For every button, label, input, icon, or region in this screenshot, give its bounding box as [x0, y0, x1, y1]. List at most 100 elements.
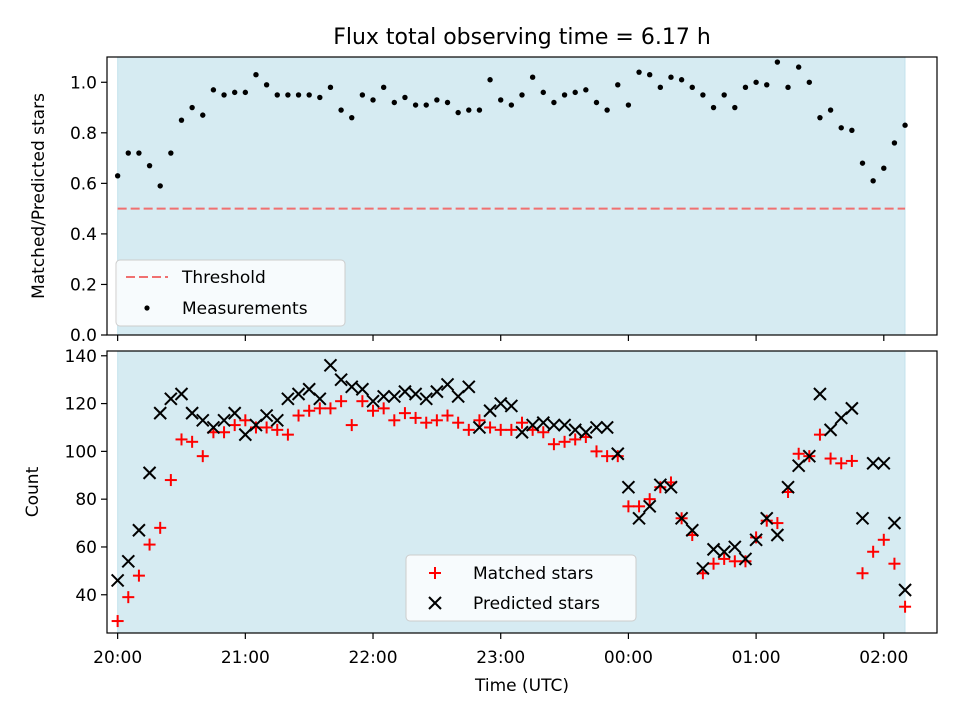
- predicted-star-point: [621, 480, 636, 494]
- predicted-star-point: [238, 427, 253, 442]
- matched-star-point: [654, 481, 667, 494]
- predicted-star-point: [153, 406, 167, 420]
- matched-star-point: [899, 600, 912, 613]
- measurement-point: [295, 92, 302, 98]
- measurement-point: [444, 99, 451, 106]
- measurement-point: [498, 97, 504, 103]
- predicted-star-point: [451, 389, 465, 404]
- predicted-star-point: [760, 511, 774, 525]
- measurement-point: [583, 87, 589, 93]
- matched-star-point: [856, 567, 869, 580]
- matched-star-point: [505, 423, 518, 436]
- predicted-star-point: [483, 404, 497, 418]
- matched-star-point: [239, 414, 252, 427]
- matched-star-point: [845, 454, 858, 467]
- predicted-star-point: [781, 480, 795, 494]
- measurement-point: [785, 84, 791, 91]
- bottom-legend: Matched stars Predicted stars: [405, 554, 637, 622]
- measurement-point: [689, 84, 695, 91]
- measurement-point: [221, 92, 227, 98]
- measurement-point: [795, 64, 802, 70]
- predicted-star-point: [823, 423, 838, 437]
- measurement-point: [572, 89, 578, 96]
- measurement-point: [263, 82, 270, 88]
- x-tick-label: 01:00: [732, 648, 781, 668]
- measurement-point: [434, 97, 440, 103]
- measurement-point: [870, 178, 876, 184]
- measurement-point: [114, 173, 121, 179]
- bottom-axes-frame: [106, 350, 938, 634]
- predicted-star-point: [185, 406, 199, 420]
- matched-star-point: [643, 493, 656, 506]
- x-tick-label: 00:00: [604, 648, 653, 668]
- legend-measurement-swatch: [144, 305, 150, 311]
- measurement-point: [146, 162, 153, 169]
- matched-star-point: [324, 402, 337, 415]
- matched-star-point: [281, 428, 294, 441]
- matched-star-point: [441, 409, 454, 422]
- measurement-point: [200, 112, 206, 118]
- measurement-point: [317, 94, 323, 101]
- measurement-point: [306, 92, 312, 98]
- measurement-point: [753, 79, 759, 85]
- predicted-star-point: [717, 545, 731, 559]
- measurement-point: [412, 102, 419, 108]
- matched-star-point: [601, 450, 614, 463]
- matched-star-point: [760, 514, 773, 527]
- measurement-point: [668, 74, 674, 80]
- matched-star-point: [867, 545, 880, 558]
- predicted-star-point: [632, 511, 646, 525]
- matched-star-point: [462, 423, 475, 436]
- matched-star-point: [303, 404, 316, 417]
- predicted-star-point: [855, 511, 870, 525]
- matched-star-point: [271, 423, 284, 436]
- predicted-star-point: [345, 380, 359, 394]
- measurement-point: [231, 89, 238, 96]
- matched-star-point: [313, 402, 326, 415]
- measurement-point: [859, 160, 866, 166]
- matched-star-point: [388, 414, 401, 427]
- predicted-star-point: [121, 554, 135, 569]
- x-tick-label: 20:00: [93, 648, 142, 668]
- matched-star-point: [888, 557, 901, 570]
- predicted-star-point: [334, 372, 348, 387]
- predicted-star-point: [142, 466, 157, 480]
- matched-star-point: [196, 450, 209, 463]
- predicted-star-point: [866, 456, 880, 471]
- predicted-star-point: [898, 583, 912, 597]
- matched-star-point: [292, 409, 305, 422]
- predicted-star-point: [600, 420, 614, 435]
- measurement-point: [359, 92, 366, 98]
- legend-threshold-label: Threshold: [181, 268, 266, 288]
- measurement-point: [817, 114, 823, 121]
- measurement-point: [849, 127, 855, 133]
- legend-matched-label: Matched stars: [473, 564, 593, 584]
- predicted-star-point: [728, 540, 742, 554]
- matched-star-point: [877, 533, 890, 546]
- x-tick-label: 23:00: [476, 648, 525, 668]
- y-tick-label: 120: [65, 395, 97, 415]
- measurement-point: [125, 150, 131, 156]
- measurement-point: [827, 107, 834, 113]
- measurement-point: [327, 84, 334, 91]
- predicted-star-point: [164, 392, 178, 406]
- measurement-point: [274, 92, 280, 98]
- predicted-star-point: [653, 478, 668, 492]
- y-tick-label: 140: [65, 347, 97, 367]
- matched-star-point: [739, 555, 752, 568]
- predicted-star-point: [525, 418, 540, 432]
- matched-star-point: [484, 421, 497, 434]
- measurement-point: [487, 77, 493, 83]
- predicted-star-point: [174, 387, 189, 401]
- measurement-point: [349, 114, 355, 121]
- measurement-point: [136, 150, 142, 156]
- predicted-star-point: [323, 358, 338, 373]
- predicted-star-point: [547, 418, 561, 432]
- matched-star-point: [558, 435, 571, 448]
- predicted-star-point: [206, 420, 221, 435]
- predicted-star-point: [355, 382, 370, 396]
- predicted-star-point: [270, 413, 284, 428]
- matched-star-point: [771, 517, 784, 530]
- matched-star-point: [494, 423, 507, 436]
